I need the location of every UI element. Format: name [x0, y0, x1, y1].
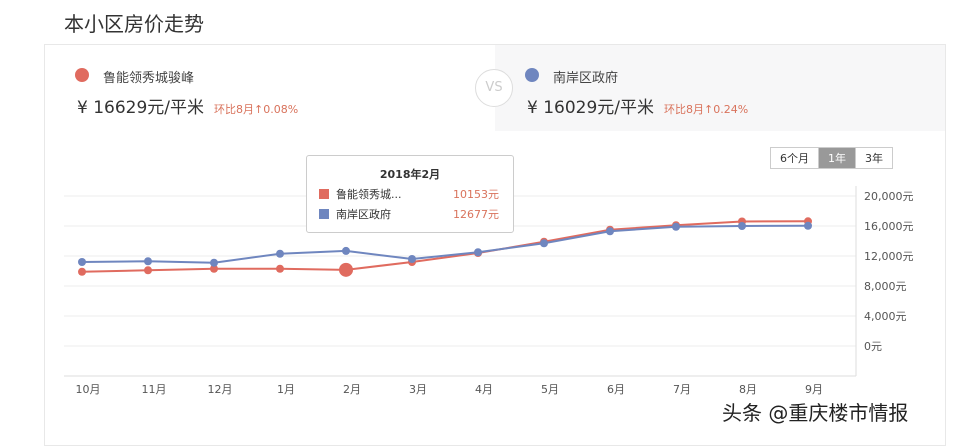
data-point: [144, 266, 152, 275]
x-tick-label: 11月: [142, 383, 167, 396]
watermark: 头条 @重庆楼市情报: [722, 401, 909, 425]
tab-6-months[interactable]: 6个月: [771, 148, 818, 168]
y-tick-label: 20,000元: [864, 190, 914, 203]
price-trend-chart: 0元 4,000元 8,000元 12,000元 16,000元 20,000元 10月 11…: [64, 186, 914, 396]
community-name: 鲁能领秀城骏峰: [103, 71, 195, 86]
tab-3-years[interactable]: 3年: [855, 148, 892, 168]
y-tick-label: 12,000元: [864, 250, 914, 263]
series-color-dot: [525, 68, 539, 82]
series-color-dot: [75, 68, 89, 82]
data-point: [210, 258, 218, 267]
tooltip-series: 鲁能领秀城...: [336, 188, 402, 201]
data-point: [738, 222, 746, 230]
range-tabs: 6个月 1年 3年: [770, 147, 893, 169]
tooltip-row: 鲁能领秀城... 10153元: [319, 186, 513, 202]
x-tick-label: 8月: [739, 383, 757, 396]
data-point: [804, 221, 812, 230]
x-tick-label: 5月: [541, 383, 559, 396]
page-title: 本小区房价走势: [64, 12, 204, 36]
x-tick-label: 3月: [409, 383, 427, 396]
y-tick-label: 16,000元: [864, 220, 914, 233]
tooltip-value: 10153元: [453, 188, 499, 201]
x-tick-label: 7月: [673, 383, 691, 396]
legend-swatch: [319, 189, 329, 199]
series-line: [81, 224, 809, 264]
series-line: [81, 220, 809, 273]
comparison-panel: 鲁能领秀城骏峰 ¥ 16629元/平米 环比8月↑0.08% 南岸区政府 ¥ 16…: [44, 44, 946, 446]
community-price: ¥ 16629元/平米: [77, 98, 205, 118]
district-name: 南岸区政府: [553, 71, 619, 86]
y-tick-label: 4,000元: [864, 310, 907, 323]
data-point: [606, 227, 614, 236]
data-point: [672, 222, 680, 231]
month-change: 环比8月↑0.24%: [664, 103, 749, 116]
x-tick-label: 2月: [343, 383, 361, 396]
y-tick-label: 8,000元: [864, 280, 907, 293]
chart-tooltip: 2018年2月 鲁能领秀城... 10153元 南岸区政府 12677元: [306, 155, 514, 233]
x-tick-label: 10月: [76, 383, 101, 396]
data-point: [276, 264, 284, 273]
legend-swatch: [319, 209, 329, 219]
x-tick-label: 1月: [277, 383, 295, 396]
data-point: [408, 255, 416, 263]
tab-1-year[interactable]: 1年: [818, 148, 855, 168]
district-price: ¥ 16029元/平米: [527, 98, 655, 118]
data-point: [78, 258, 86, 266]
tooltip-row: 南岸区政府 12677元: [319, 206, 513, 222]
data-point: [474, 248, 482, 257]
x-tick-label: 9月: [805, 383, 823, 396]
tooltip-series: 南岸区政府: [336, 208, 391, 221]
district-card: 南岸区政府 ¥ 16029元/平米 环比8月↑0.24%: [495, 45, 945, 131]
tooltip-value: 12677元: [453, 208, 499, 221]
tooltip-title: 2018年2月: [379, 168, 441, 181]
data-point: [78, 267, 86, 276]
data-point: [210, 264, 218, 273]
y-tick-label: 0元: [864, 340, 882, 353]
data-point: [342, 246, 350, 255]
data-point: [540, 239, 548, 248]
data-point: [144, 257, 152, 266]
x-tick-label: 6月: [607, 383, 625, 396]
x-tick-label: 12月: [208, 383, 233, 396]
month-change: 环比8月↑0.08%: [214, 103, 299, 116]
data-point: [276, 249, 284, 258]
x-tick-label: 4月: [475, 383, 493, 396]
vs-badge: VS: [475, 69, 513, 107]
data-point: [339, 262, 353, 277]
community-card: 鲁能领秀城骏峰 ¥ 16629元/平米 环比8月↑0.08%: [45, 45, 495, 131]
